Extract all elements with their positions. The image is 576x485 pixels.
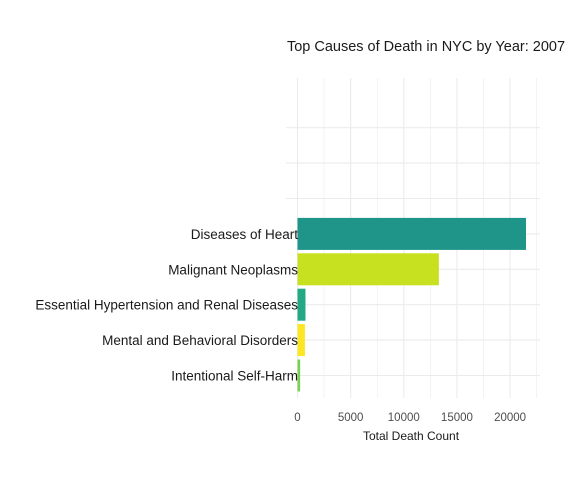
y-tick-label: Malignant Neoplasms bbox=[168, 262, 298, 277]
x-tick-label: 15000 bbox=[441, 412, 473, 424]
x-tick-label: 20000 bbox=[494, 412, 526, 424]
x-tick-label: 5000 bbox=[338, 412, 364, 424]
bar bbox=[297, 324, 305, 357]
chart-title: Top Causes of Death in NYC by Year: 2007 bbox=[287, 39, 565, 55]
x-tick-label: 0 bbox=[294, 412, 300, 424]
bar bbox=[297, 253, 439, 286]
bar bbox=[297, 288, 306, 321]
y-tick-label: Diseases of Heart bbox=[191, 227, 299, 242]
y-tick-label: Essential Hypertension and Renal Disease… bbox=[35, 298, 298, 313]
bar bbox=[297, 359, 301, 392]
x-tick-label: 10000 bbox=[388, 412, 420, 424]
y-tick-label: Intentional Self-Harm bbox=[171, 369, 298, 384]
bar bbox=[297, 217, 526, 250]
x-axis-title: Total Death Count bbox=[363, 429, 460, 443]
bars bbox=[297, 217, 526, 392]
y-tick-labels: Intentional Self-Harm Mental and Behavior… bbox=[35, 227, 298, 384]
y-tick-label: Mental and Behavioral Disorders bbox=[102, 333, 298, 348]
x-tick-labels: 0 5000 10000 15000 20000 bbox=[294, 412, 526, 424]
